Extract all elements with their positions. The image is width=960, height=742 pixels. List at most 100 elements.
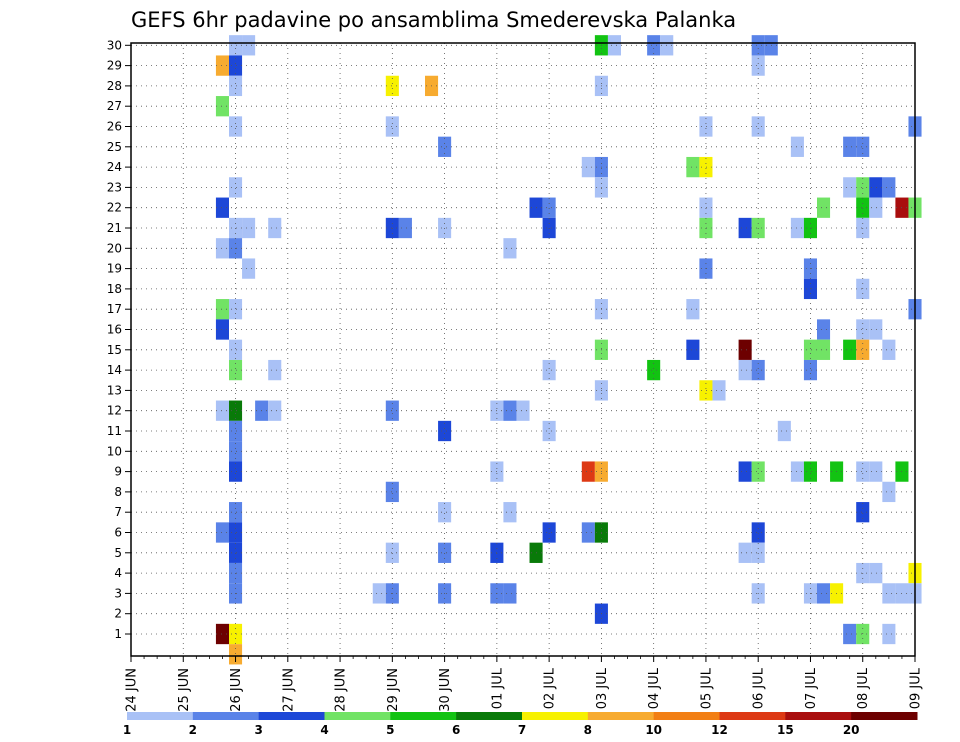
y-tick-label: 25 [107, 140, 122, 154]
y-tick-label: 11 [107, 424, 122, 438]
legend-label: 10 [645, 723, 662, 737]
legend-swatch [719, 712, 786, 720]
legend-label: 2 [189, 723, 197, 737]
legend-label: 6 [452, 723, 460, 737]
heatmap-cell [869, 461, 883, 482]
heatmap-cell [581, 522, 595, 543]
heatmap-cell [503, 502, 517, 523]
heatmap-cell [268, 400, 282, 421]
heatmap-cell [882, 177, 896, 198]
x-tick-label: 24 JUN [125, 668, 140, 712]
heatmap-cell [438, 420, 452, 442]
grid-layer [131, 43, 915, 656]
y-tick-label: 12 [107, 404, 122, 418]
heatmap-cell [229, 75, 243, 97]
heatmap-cell [843, 177, 857, 198]
x-tick-label: 27 JUN [281, 668, 296, 712]
legend-swatch [390, 712, 457, 720]
heatmap-cell [751, 542, 765, 563]
heatmap-cell [686, 156, 700, 178]
legend-label: 1 [123, 723, 131, 737]
heatmap-cell [438, 136, 452, 157]
heatmap-cell [229, 644, 243, 665]
legend-swatch [851, 712, 918, 720]
heatmap-cell [385, 542, 399, 563]
heatmap-cell [242, 217, 256, 239]
heatmap-cell [542, 197, 556, 218]
heatmap-cell [372, 583, 386, 604]
heatmap-cell [542, 420, 556, 442]
heatmap-cell [856, 319, 870, 340]
y-tick-label: 13 [107, 383, 122, 397]
heatmap-cell [869, 319, 883, 340]
y-tick-label: 24 [107, 160, 122, 174]
y-tick-label: 15 [107, 343, 122, 357]
y-tick-label: 27 [107, 99, 122, 113]
legend-swatch [192, 712, 260, 720]
x-tick-label: 02 JUL [543, 667, 558, 709]
heatmap-cell [817, 339, 831, 360]
heatmap-cell [647, 359, 661, 381]
heatmap-cell [229, 502, 243, 523]
heatmap-cell [215, 96, 229, 117]
heatmap-cell [738, 461, 752, 482]
heatmap-cell [686, 339, 700, 360]
heatmap-cell [215, 522, 229, 543]
heatmap-cell [790, 461, 804, 482]
heatmap-cell [817, 197, 831, 218]
x-axis: 24 JUN 25 JUN 26 JUN 27 JUN 28 JUN 29 JUN 30 J… [125, 656, 924, 712]
y-tick-label: 28 [107, 79, 122, 93]
heatmap-cell [777, 420, 791, 442]
x-tick-label: 25 JUN [177, 668, 192, 712]
legend-swatch [785, 712, 852, 720]
heatmap-cell [438, 542, 452, 563]
heatmap-cell [856, 197, 870, 218]
y-tick-label: 5 [114, 546, 122, 560]
legend-label: 4 [320, 723, 328, 737]
heatmap-cell [581, 156, 595, 178]
legend-swatch [456, 712, 523, 720]
heatmap-cell [751, 55, 765, 76]
y-tick-label: 26 [107, 120, 122, 134]
heatmap-cell [699, 197, 713, 218]
y-tick-label: 30 [107, 38, 122, 52]
heatmap-cell [751, 35, 765, 56]
y-tick-label: 6 [114, 526, 122, 540]
heatmap-cell [882, 339, 896, 360]
heatmap-cell [803, 339, 817, 360]
heatmap-cell [542, 359, 556, 381]
heatmap-cell [856, 339, 870, 360]
heatmap-cell [738, 542, 752, 563]
y-axis: 1234567891011121314151617181920212223242… [107, 38, 131, 641]
heatmap-cell [385, 75, 399, 97]
x-tick-label: 26 JUN [229, 668, 244, 712]
x-tick-label: 28 JUN [334, 668, 349, 712]
heatmap-cell [542, 522, 556, 543]
heatmap-cell [516, 400, 530, 421]
heatmap-cell [215, 238, 229, 259]
legend-swatch [258, 712, 325, 720]
heatmap-cell [229, 35, 243, 56]
heatmap-cell [229, 400, 243, 421]
heatmap-cell [229, 359, 243, 381]
heatmap-cell [385, 116, 399, 137]
y-tick-label: 17 [107, 302, 122, 316]
heatmap-cell [229, 116, 243, 137]
y-tick-label: 2 [114, 607, 122, 621]
legend-swatch [587, 712, 655, 720]
heatmap-cell [385, 481, 399, 503]
heatmap-cell [882, 481, 896, 503]
legend-swatch [653, 712, 720, 720]
heatmap-cell [699, 380, 713, 401]
heatmap-cell [503, 583, 517, 604]
x-tick-label: 29 JUN [386, 668, 401, 712]
x-tick-label: 08 JUL [856, 667, 871, 709]
heatmap-cell [385, 400, 399, 421]
heatmap-cell [790, 217, 804, 239]
heatmap-cell [803, 461, 817, 482]
heatmap-cell [229, 542, 243, 563]
heatmap-cell [215, 197, 229, 218]
heatmap-cell [229, 299, 243, 320]
heatmap-cell [699, 116, 713, 137]
